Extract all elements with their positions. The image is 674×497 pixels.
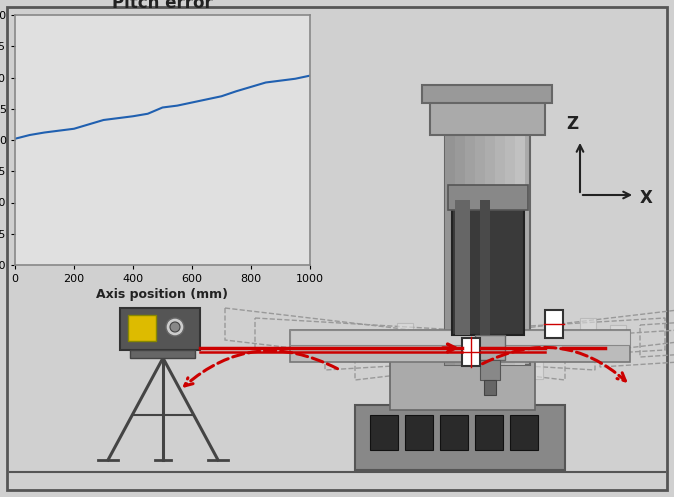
Bar: [475, 335, 505, 360]
Text: X: X: [640, 189, 653, 207]
Text: Z: Z: [566, 115, 578, 133]
Bar: [370, 415, 398, 450]
Bar: [422, 85, 552, 103]
Bar: [440, 415, 468, 450]
Bar: [445, 130, 530, 365]
Bar: [510, 415, 538, 450]
Bar: [405, 415, 433, 450]
X-axis label: Axis position (mm): Axis position (mm): [96, 288, 228, 301]
Bar: [510, 302, 526, 328]
Bar: [452, 200, 524, 335]
Bar: [430, 95, 545, 135]
Bar: [445, 130, 455, 365]
Bar: [527, 353, 543, 379]
Bar: [480, 360, 500, 380]
Bar: [580, 318, 596, 344]
Bar: [465, 130, 475, 365]
Bar: [290, 330, 630, 345]
Bar: [355, 405, 565, 470]
Bar: [495, 130, 505, 365]
Bar: [480, 200, 490, 335]
Title: Pitch error: Pitch error: [112, 0, 213, 12]
Bar: [475, 130, 485, 365]
Ellipse shape: [170, 322, 180, 332]
Bar: [515, 130, 525, 365]
Bar: [455, 200, 470, 335]
Bar: [545, 310, 563, 338]
Bar: [497, 346, 513, 372]
Bar: [397, 323, 413, 349]
Bar: [128, 315, 156, 341]
Bar: [484, 380, 496, 395]
Bar: [462, 338, 480, 366]
Bar: [290, 330, 630, 362]
Bar: [610, 325, 626, 351]
Bar: [480, 295, 496, 321]
Bar: [455, 130, 465, 365]
Bar: [390, 360, 535, 410]
Bar: [448, 185, 528, 210]
Bar: [427, 330, 443, 356]
Bar: [485, 130, 495, 365]
Ellipse shape: [166, 318, 184, 336]
Bar: [120, 308, 200, 350]
Bar: [505, 130, 515, 365]
Bar: [475, 415, 503, 450]
Bar: [130, 350, 195, 358]
